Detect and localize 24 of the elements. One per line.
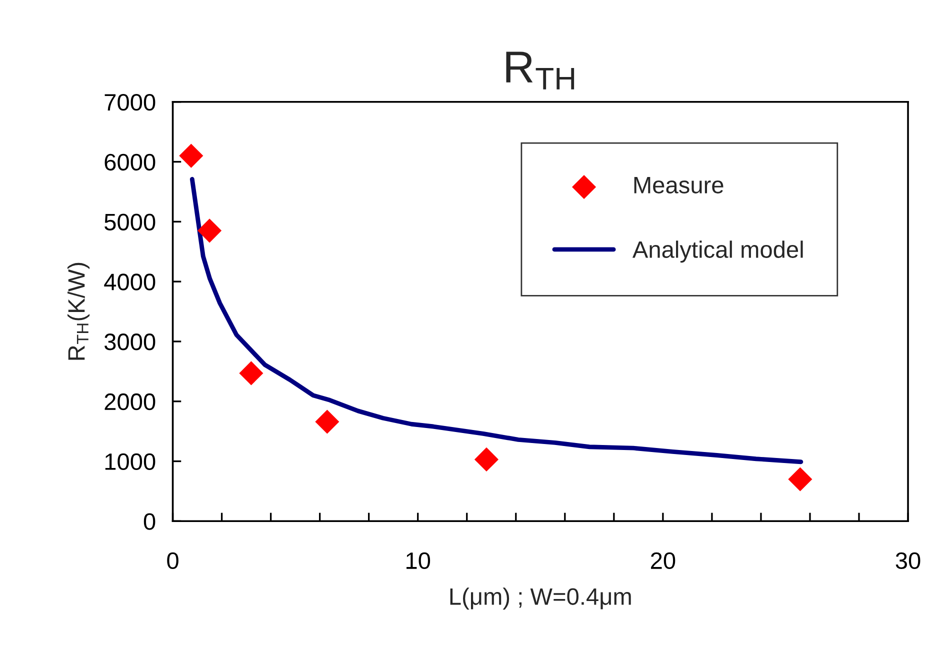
x-tick-label: 10 [406, 552, 430, 570]
legend-label: Analytical model [632, 240, 803, 263]
y-tick-label: 1000 [105, 453, 156, 470]
x-tick-label: 30 [896, 552, 920, 570]
y-axis-title: R$_{TH}$(K/W) [68, 262, 90, 360]
legend-label: Measure [634, 176, 724, 194]
y-tick-label: 4000 [104, 274, 156, 290]
y-tick-label: 0 [144, 513, 156, 530]
line-series [190, 176, 804, 464]
point [474, 447, 499, 472]
y-tick-label: 5000 [104, 214, 156, 230]
x-tick-label: 0 [167, 552, 178, 570]
y-tick-label: 2000 [104, 393, 156, 410]
chart-title: R$_{TH}$ [506, 52, 574, 90]
y-tick-label: 3000 [104, 334, 156, 350]
point [198, 218, 222, 243]
point [788, 467, 812, 492]
point [315, 410, 340, 434]
y-tick-label: 7000 [104, 94, 156, 111]
x-tick-label: 20 [650, 552, 676, 570]
point [179, 144, 204, 168]
y-tick-label: 6000 [104, 154, 156, 171]
point [239, 361, 264, 386]
x-axis-title: L(μm) ; W=0.4μm [450, 588, 631, 610]
